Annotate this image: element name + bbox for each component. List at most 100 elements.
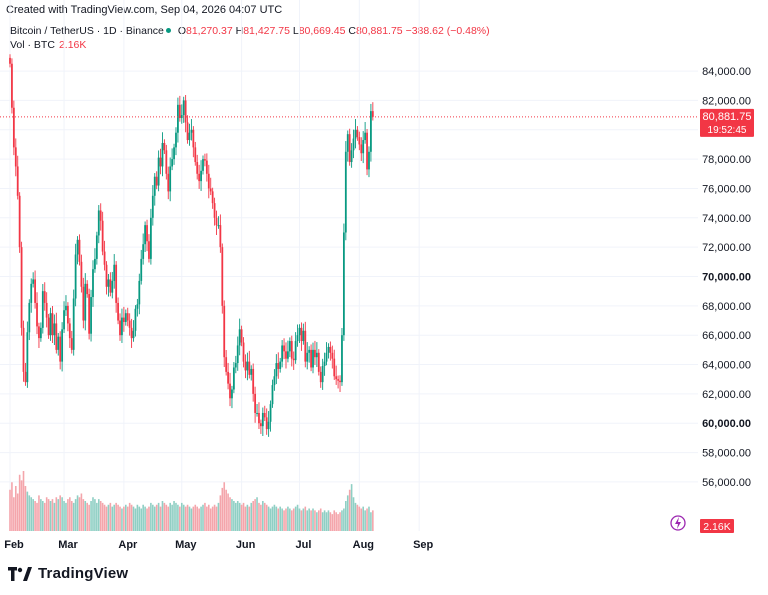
candle-body	[95, 235, 98, 259]
candle-body	[121, 317, 123, 336]
volume-bar	[69, 497, 71, 531]
candle-body	[287, 351, 289, 359]
time-tick-label: Feb	[4, 539, 24, 551]
volume-bar	[331, 514, 334, 531]
volume-bar	[150, 502, 152, 531]
volume-bar	[105, 506, 108, 531]
volume-bar	[362, 506, 364, 531]
candle-body	[47, 317, 50, 336]
volume-bar	[153, 506, 156, 531]
volume-bar	[140, 508, 143, 531]
tradingview-logo[interactable]: TradingView	[8, 565, 128, 582]
candle-body	[302, 330, 305, 342]
candle-body	[204, 159, 206, 161]
candle-body	[140, 258, 143, 281]
volume-bar	[40, 499, 42, 531]
volume-bar	[142, 504, 144, 531]
volume-bar	[263, 502, 266, 531]
volume-bar	[225, 489, 227, 531]
candle-body	[207, 173, 210, 189]
volume-bar	[339, 512, 341, 531]
candle-body	[327, 346, 330, 353]
volume-bar	[96, 502, 98, 531]
candle-body	[323, 361, 326, 367]
candle-body	[261, 412, 264, 427]
candle-body	[371, 111, 374, 117]
volume-bar	[53, 502, 56, 531]
volume-bar	[84, 501, 87, 531]
candle-body	[244, 361, 247, 371]
time-axis[interactable]: Feb Mar Apr May Jun Jul Aug Sep	[4, 539, 433, 551]
volume-bar	[101, 502, 104, 531]
volume-bar	[300, 510, 303, 531]
candle-body	[260, 423, 262, 427]
volume-bar	[43, 502, 46, 531]
time-tick-label: Jun	[236, 539, 256, 551]
volume-bar	[290, 510, 293, 531]
candle-body	[240, 329, 243, 343]
volume-bars	[9, 471, 374, 531]
candle-body	[192, 129, 195, 148]
volume-bar	[273, 504, 276, 531]
candle-body	[36, 302, 38, 327]
volume-bar	[163, 502, 166, 531]
candle-body	[155, 176, 158, 186]
volume-bar	[318, 510, 320, 531]
volume-bar	[90, 501, 92, 531]
candle-body	[159, 157, 162, 167]
candle-body	[146, 225, 148, 242]
candle-body	[180, 115, 183, 119]
volume-bar	[165, 504, 168, 531]
volume-bar	[63, 501, 65, 531]
volume-bar	[370, 512, 372, 531]
volume-bar	[302, 508, 305, 531]
candle-body	[358, 137, 361, 145]
candle-body	[246, 361, 249, 371]
candle-body	[321, 366, 324, 383]
volume-bar	[188, 506, 191, 531]
volume-bar	[65, 502, 67, 531]
candle-body	[43, 291, 46, 303]
candle-body	[362, 140, 365, 154]
candle-body	[178, 104, 181, 119]
price-axis[interactable]: 84,000.0082,000.0080,000.0078,000.0076,0…	[702, 66, 751, 489]
candle-body	[198, 173, 201, 182]
candle-body	[51, 313, 54, 336]
volume-bar	[99, 501, 102, 531]
volume-bar	[372, 510, 374, 531]
volume-bar	[269, 508, 272, 531]
candle-body	[41, 291, 44, 328]
volume-bar	[341, 510, 343, 531]
candle-body	[314, 349, 316, 358]
candle-body	[196, 162, 199, 174]
volume-bar	[117, 504, 119, 531]
candle-body	[24, 371, 27, 383]
volume-bar	[289, 508, 291, 531]
candle-body	[119, 320, 121, 336]
candle-body	[312, 349, 314, 368]
candle-body	[57, 336, 60, 350]
volume-bar	[223, 482, 226, 531]
volume-bar	[159, 506, 162, 531]
volume-bar	[123, 506, 125, 531]
volume-bar	[161, 501, 164, 531]
volume-bar	[169, 502, 171, 531]
tradingview-logo-icon	[8, 566, 32, 581]
price-change: −388.62 (−0.48%)	[405, 25, 490, 37]
volume-bar	[321, 512, 324, 531]
volume-bar	[196, 506, 199, 531]
volume-bar	[298, 508, 301, 531]
volume-bar	[22, 471, 25, 531]
candle-body	[325, 352, 328, 362]
volume-bar	[18, 474, 21, 531]
volume-bar	[238, 502, 241, 531]
time-tick-label: Sep	[413, 539, 433, 551]
volume-bar	[80, 493, 83, 531]
price-tick-label: 64,000.00	[702, 360, 751, 372]
price-chart[interactable]: 84,000.0082,000.0080,000.0078,000.0076,0…	[0, 0, 768, 560]
volume-bar	[45, 497, 48, 531]
volume-bar	[262, 501, 264, 531]
candle-body	[186, 122, 189, 141]
volume-bar	[24, 486, 27, 531]
candle-body	[90, 297, 92, 334]
